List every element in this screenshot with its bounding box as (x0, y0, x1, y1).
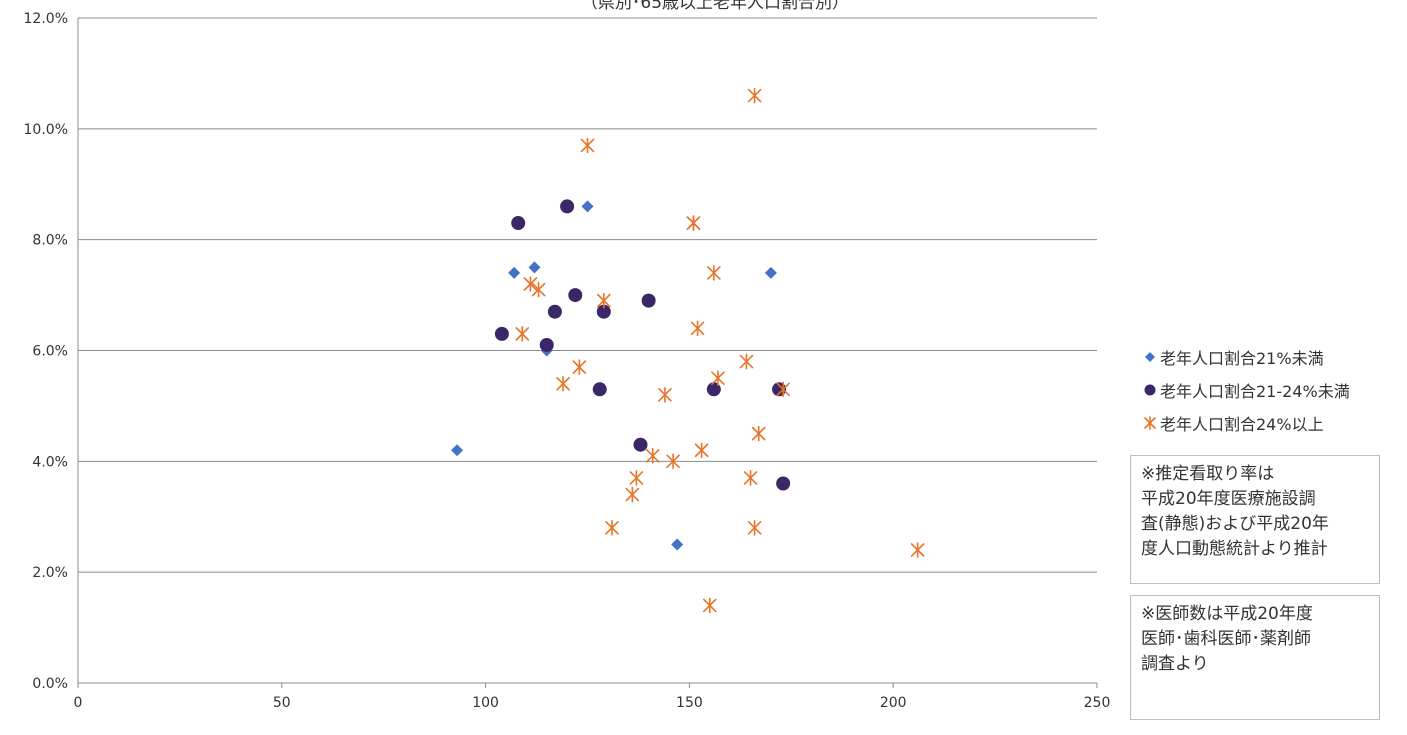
circle-point (539, 337, 554, 352)
diamond-point (671, 538, 684, 551)
asterisk-point (597, 292, 611, 309)
series-3 (515, 87, 925, 614)
asterisk-point (776, 381, 790, 398)
diamond-point (581, 200, 594, 213)
x-tick-label: 0 (74, 695, 83, 711)
asterisk-point (743, 470, 758, 486)
asterisk-point (515, 326, 530, 342)
diamond-point (508, 266, 521, 279)
note-box-estimate: ※推定看取り率は 平成20年度医療施設調 査(静態)および平成20年 度人口動態… (1130, 455, 1380, 584)
asterisk-point (629, 470, 644, 486)
circle-point (560, 199, 575, 214)
asterisk-point (605, 520, 619, 536)
legend-label: 老年人口割合21-24%未満 (1160, 381, 1350, 401)
circle-legend-marker (1144, 384, 1156, 395)
asterisk-point (523, 276, 538, 292)
asterisk-point (580, 137, 595, 154)
circle-point (776, 476, 791, 491)
legend-item-1: 老年人口割合21%未満 (1143, 340, 1383, 373)
asterisk-point (556, 375, 570, 392)
chart-subtitle: （県別･65歳以上老年人口割合別） (581, 0, 849, 13)
x-tick-label: 50 (273, 695, 291, 711)
asterisk-point (747, 87, 762, 104)
asterisk-point (702, 597, 717, 614)
y-tick-label: 12.0% (24, 11, 68, 27)
x-tick-label: 150 (676, 695, 703, 711)
circle-point (592, 382, 607, 397)
asterisk-point (666, 453, 680, 470)
circle-point (568, 288, 583, 303)
asterisk-point (707, 265, 721, 281)
axes (77, 18, 1098, 688)
asterisk-legend-marker (1144, 415, 1156, 430)
asterisk-point (910, 542, 925, 558)
diamond-point (528, 261, 541, 274)
note-box-doctors: ※医師数は平成20年度 医師･歯科医師･薬剤師 調査より (1130, 595, 1380, 720)
legend-item-3: 老年人口割合24%以上 (1143, 406, 1383, 439)
y-tick-label: 8.0% (32, 233, 68, 249)
asterisk-point (694, 442, 709, 459)
circle-point (511, 216, 526, 231)
tick-labels: 0.0% 2.0% 4.0% 6.0% 8.0% 10.0% 12.0% 0 50 100 150 2… (24, 11, 1111, 711)
y-tick-label: 6.0% (32, 344, 68, 360)
y-tick-label: 10.0% (24, 122, 68, 138)
circle-point (641, 293, 656, 308)
asterisk-point (751, 425, 766, 442)
legend-item-2: 老年人口割合21-24%未満 (1143, 373, 1383, 406)
series-2 (494, 199, 791, 491)
diamond-point (451, 444, 464, 457)
data-points (451, 87, 925, 614)
asterisk-point (690, 320, 705, 337)
circle-point (596, 304, 611, 319)
asterisk-point (572, 359, 587, 375)
asterisk-point (747, 520, 762, 536)
grid-lines (78, 17, 1097, 573)
x-tick-label: 200 (880, 695, 907, 711)
circle-point (706, 382, 721, 397)
asterisk-point (531, 281, 546, 298)
asterisk-point (645, 447, 660, 464)
circle-point (494, 326, 509, 341)
diamond-legend-marker (1145, 351, 1155, 362)
asterisk-point (739, 353, 754, 370)
legend-label: 老年人口割合24%以上 (1160, 414, 1324, 434)
x-tick-label: 100 (472, 695, 499, 711)
legend-label: 老年人口割合21%未満 (1160, 348, 1324, 368)
asterisk-point (711, 370, 725, 387)
asterisk-point (658, 387, 672, 403)
circle-point (547, 304, 562, 319)
diamond-point (764, 266, 777, 279)
series-1 (451, 200, 777, 551)
y-tick-label: 0.0% (32, 676, 68, 692)
legend: 老年人口割合21%未満老年人口割合21-24%未満 老年人口割合24%以上 (1143, 340, 1383, 439)
y-tick-label: 2.0% (32, 565, 68, 581)
circle-point (633, 437, 648, 452)
asterisk-point (625, 486, 640, 503)
asterisk-point (686, 215, 701, 231)
y-tick-label: 4.0% (32, 454, 68, 470)
x-tick-label: 250 (1084, 695, 1111, 711)
